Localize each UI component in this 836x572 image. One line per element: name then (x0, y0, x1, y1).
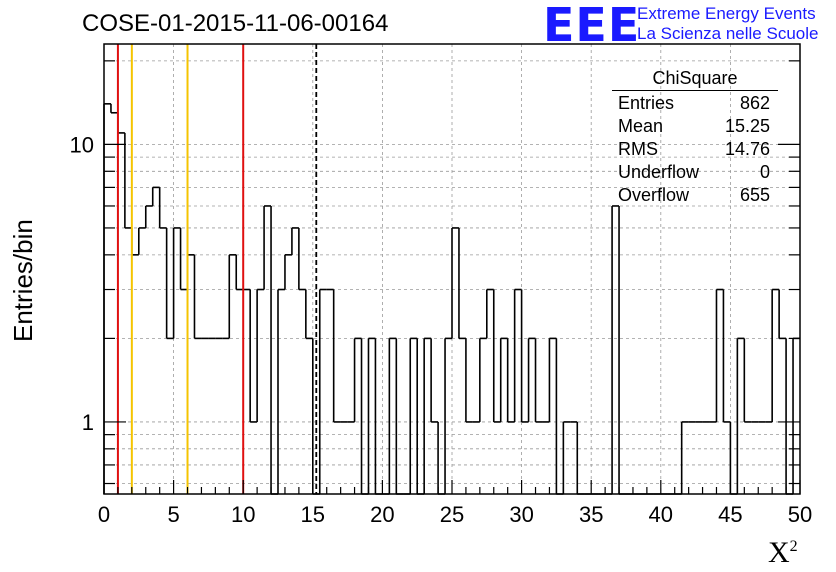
chart-title: COSE-01-2015-11-06-00164 (82, 10, 389, 37)
x-tick-label: 45 (718, 502, 742, 527)
stats-box-title: ChiSquare (612, 68, 778, 91)
stats-label: Entries (618, 93, 675, 113)
x-tick-label: 10 (231, 502, 255, 527)
x-tick-label: 35 (579, 502, 603, 527)
x-tick-label: 30 (509, 502, 533, 527)
stats-value: 14.76 (724, 139, 770, 159)
stats-value: 15.25 (724, 116, 770, 136)
stats-value: 655 (739, 185, 770, 205)
stats-box: ChiSquare Entries 862 Mean 15.25 RMS 14.… (612, 68, 778, 207)
stats-label: Underflow (618, 162, 700, 182)
axis-ticks (103, 60, 801, 494)
stats-label: RMS (618, 139, 658, 159)
x-tick-label: 15 (301, 502, 325, 527)
stats-value: 0 (759, 162, 770, 182)
x-tick-label: 0 (98, 502, 110, 527)
x-tick-label: 20 (370, 502, 394, 527)
x-axis-label: X2 (768, 536, 798, 570)
x-axis-label-main: X (768, 536, 790, 569)
x-axis-label-superscript: 2 (789, 538, 798, 555)
stats-row-overflow: Overflow 655 (612, 184, 778, 207)
stats-row-underflow: Underflow 0 (612, 161, 778, 184)
x-tick-label: 40 (649, 502, 673, 527)
y-tick-label: 10 (70, 132, 94, 157)
y-tick-label: 1 (82, 410, 94, 435)
stats-row-mean: Mean 15.25 (612, 115, 778, 138)
stats-row-entries: Entries 862 (612, 92, 778, 115)
stats-label: Mean (618, 116, 664, 136)
x-tick-label: 5 (167, 502, 179, 527)
stats-row-rms: RMS 14.76 (612, 138, 778, 161)
logo-text-line2: La Scienza nelle Scuole (637, 24, 819, 43)
x-tick-label: 25 (440, 502, 464, 527)
stats-label: Overflow (618, 185, 690, 205)
threshold-lines (116, 44, 318, 494)
y-axis-label: Entries/bin (8, 219, 38, 342)
tick-labels: 0 5 10 15 20 25 30 35 40 45 50 1 10 (70, 132, 813, 527)
stats-value: 862 (739, 93, 770, 113)
logo-text-line1: Extreme Energy Events (637, 4, 816, 23)
eee-logo: EEE (543, 0, 641, 52)
x-tick-label: 50 (788, 502, 812, 527)
